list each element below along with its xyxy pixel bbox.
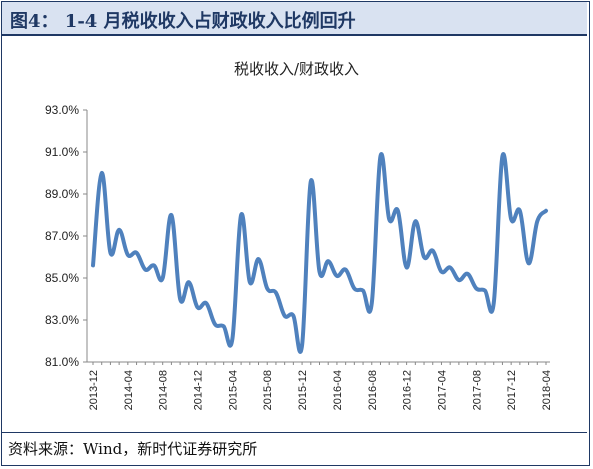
x-tick-label: 2018-04 — [541, 370, 553, 410]
chart-title: 税收收入/财政收入 — [233, 60, 360, 78]
source-note: 资料来源：Wind，新时代证券研究所 — [8, 440, 258, 458]
x-tick-label: 2017-12 — [506, 370, 518, 410]
y-tick-label: 93.0% — [45, 103, 79, 117]
y-tick-label: 83.0% — [45, 313, 79, 327]
x-tick-label: 2013-12 — [88, 370, 100, 410]
x-tick-label: 2014-08 — [158, 370, 170, 410]
x-tick-label: 2016-04 — [332, 370, 344, 410]
y-tick-label: 87.0% — [45, 229, 79, 243]
y-tick-label: 91.0% — [45, 145, 79, 159]
x-tick-label: 2016-08 — [367, 370, 379, 410]
x-tick-label: 2016-12 — [402, 370, 414, 410]
x-tick-label: 2015-08 — [262, 370, 274, 410]
x-tick-label: 2014-12 — [193, 370, 205, 410]
series-line — [91, 152, 548, 354]
x-tick-label: 2015-12 — [297, 370, 309, 410]
y-tick-label: 85.0% — [45, 271, 79, 285]
x-tick-label: 2015-04 — [227, 370, 239, 410]
x-tick-label: 2014-04 — [123, 370, 135, 410]
series-layer — [91, 152, 548, 354]
figure-title: 图4： 1-4 月税收收入占财政收入比例回升 — [10, 11, 356, 32]
y-tick-label: 89.0% — [45, 187, 79, 201]
x-tick-label: 2017-04 — [436, 370, 448, 410]
x-tick-label: 2017-08 — [471, 370, 483, 410]
figure-footer: 资料来源：Wind，新时代证券研究所 — [2, 432, 587, 465]
axes: 81.0% 83.0% 85.0% 87.0% 89.0% 91.0% 93.0% 2013-… — [45, 103, 553, 410]
figure-header: 图4： 1-4 月税收收入占财政收入比例回升 — [2, 2, 587, 36]
y-tick-label: 81.0% — [45, 355, 79, 369]
